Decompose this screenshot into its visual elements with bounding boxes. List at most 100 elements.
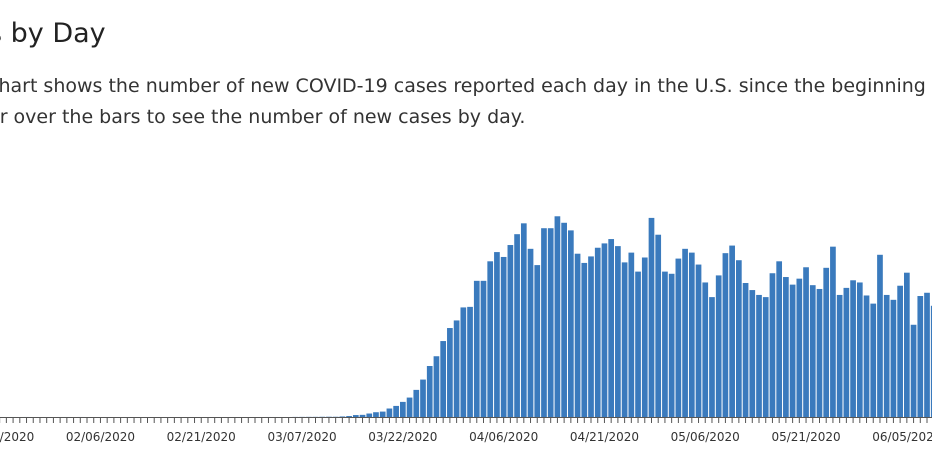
bar[interactable] bbox=[796, 278, 803, 417]
bar[interactable] bbox=[877, 254, 883, 417]
bar[interactable] bbox=[648, 217, 655, 417]
bar[interactable] bbox=[816, 288, 823, 417]
bar[interactable] bbox=[393, 405, 399, 417]
bar[interactable] bbox=[776, 261, 783, 417]
bar[interactable] bbox=[581, 262, 588, 417]
bar[interactable] bbox=[917, 296, 924, 417]
bar[interactable] bbox=[641, 257, 648, 418]
bar[interactable] bbox=[608, 239, 615, 417]
bar[interactable] bbox=[460, 307, 467, 417]
bar[interactable] bbox=[856, 282, 863, 417]
bar[interactable] bbox=[736, 260, 742, 417]
bar[interactable] bbox=[803, 267, 809, 417]
bar[interactable] bbox=[628, 252, 635, 417]
chart-description-line-1: chart shows the number of new COVID-19 c… bbox=[0, 75, 926, 97]
bar[interactable] bbox=[762, 297, 769, 417]
bar[interactable] bbox=[487, 261, 494, 417]
bar[interactable] bbox=[514, 234, 520, 417]
bar[interactable] bbox=[413, 389, 420, 418]
bar[interactable] bbox=[433, 356, 440, 417]
bar[interactable] bbox=[863, 295, 870, 417]
bar[interactable] bbox=[615, 246, 621, 417]
bar[interactable] bbox=[594, 247, 601, 417]
bar[interactable] bbox=[890, 299, 897, 417]
bar[interactable] bbox=[447, 328, 453, 417]
bar[interactable] bbox=[823, 267, 830, 417]
bar[interactable] bbox=[547, 228, 554, 417]
bar[interactable] bbox=[783, 277, 789, 417]
bar[interactable] bbox=[749, 290, 756, 417]
bar[interactable] bbox=[688, 252, 695, 417]
bar[interactable] bbox=[709, 297, 715, 417]
bar[interactable] bbox=[682, 248, 688, 417]
bar[interactable] bbox=[366, 413, 373, 417]
bar[interactable] bbox=[702, 282, 709, 417]
bar[interactable] bbox=[326, 416, 332, 418]
bar[interactable] bbox=[453, 320, 460, 417]
x-tick-label: 05/06/2020 bbox=[671, 430, 740, 444]
bar[interactable] bbox=[883, 294, 890, 417]
bar[interactable] bbox=[494, 252, 500, 417]
bar[interactable] bbox=[568, 230, 574, 417]
x-tick-label: 06/05/2020 bbox=[872, 430, 932, 444]
bar[interactable] bbox=[346, 416, 352, 417]
bar[interactable] bbox=[359, 414, 366, 417]
bar[interactable] bbox=[507, 245, 514, 417]
bar[interactable] bbox=[769, 273, 776, 417]
bar[interactable] bbox=[897, 285, 903, 417]
bar[interactable] bbox=[756, 294, 762, 417]
bar[interactable] bbox=[467, 306, 473, 417]
bar-series bbox=[0, 216, 932, 418]
bar[interactable] bbox=[843, 287, 850, 417]
bar[interactable] bbox=[621, 262, 628, 417]
bar[interactable] bbox=[635, 271, 641, 417]
bar[interactable] bbox=[930, 305, 932, 417]
x-axis-tick-labels: 01/22/2020 02/06/2020 02/21/2020 03/07/2020… bbox=[0, 430, 932, 444]
x-tick-label: 03/22/2020 bbox=[368, 430, 437, 444]
x-tick-label: 04/06/2020 bbox=[469, 430, 538, 444]
bar[interactable] bbox=[910, 324, 917, 417]
bar[interactable] bbox=[830, 246, 836, 417]
bar[interactable] bbox=[836, 294, 843, 417]
x-tick-label: 05/21/2020 bbox=[771, 430, 840, 444]
bar[interactable] bbox=[588, 256, 594, 417]
bar[interactable] bbox=[426, 366, 433, 417]
bar[interactable] bbox=[400, 401, 406, 417]
bar[interactable] bbox=[373, 412, 379, 417]
bar[interactable] bbox=[541, 228, 547, 417]
bar[interactable] bbox=[500, 256, 507, 417]
bar[interactable] bbox=[742, 283, 749, 417]
bar[interactable] bbox=[473, 280, 480, 417]
bar[interactable] bbox=[527, 248, 534, 417]
bar[interactable] bbox=[924, 292, 930, 417]
bar[interactable] bbox=[870, 303, 877, 417]
bar[interactable] bbox=[561, 222, 567, 417]
bar[interactable] bbox=[809, 285, 816, 417]
bar[interactable] bbox=[386, 408, 393, 417]
bar[interactable] bbox=[675, 258, 682, 417]
bar[interactable] bbox=[554, 216, 561, 417]
bar[interactable] bbox=[695, 264, 702, 417]
bar[interactable] bbox=[668, 273, 675, 417]
bar[interactable] bbox=[534, 265, 541, 417]
bar[interactable] bbox=[601, 243, 608, 417]
bar[interactable] bbox=[480, 280, 487, 417]
bar[interactable] bbox=[789, 284, 796, 417]
bar[interactable] bbox=[420, 379, 426, 417]
bar[interactable] bbox=[655, 234, 662, 417]
bar[interactable] bbox=[662, 271, 668, 417]
bar[interactable] bbox=[352, 415, 359, 417]
bar[interactable] bbox=[379, 411, 386, 417]
bar[interactable] bbox=[904, 272, 910, 417]
bar[interactable] bbox=[339, 416, 346, 417]
bar[interactable] bbox=[850, 280, 856, 417]
bar[interactable] bbox=[729, 245, 735, 417]
bar[interactable] bbox=[715, 275, 722, 417]
x-tick-label: 01/22/2020 bbox=[0, 430, 34, 444]
bar[interactable] bbox=[574, 253, 581, 417]
bar[interactable] bbox=[722, 253, 729, 417]
bar[interactable] bbox=[406, 397, 413, 417]
bar[interactable] bbox=[440, 341, 447, 417]
bar[interactable] bbox=[520, 223, 527, 417]
